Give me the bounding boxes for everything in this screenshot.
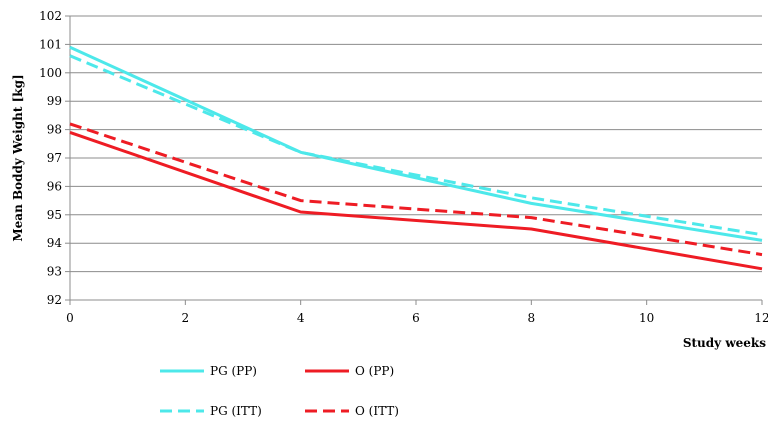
x-axis-title: Study weeks <box>683 336 766 350</box>
y-tick-label: 95 <box>47 208 62 222</box>
y-axis-title: Mean Boddy Weight [kg] <box>11 74 25 241</box>
x-tick-labels: 0 2 4 6 8 10 12 <box>66 311 768 325</box>
y-tick-label: 99 <box>47 94 62 108</box>
legend-label: PG (PP) <box>210 364 257 378</box>
x-tick-label: 12 <box>754 311 768 325</box>
y-tick-label: 100 <box>39 66 62 80</box>
legend-item: PG (PP) <box>160 364 257 378</box>
y-tick-label: 97 <box>47 151 62 165</box>
legend: PG (PP) O (PP) PG (ITT) O (ITT) <box>160 364 399 418</box>
y-tick-labels: 92 93 94 95 96 97 98 99 100 101 102 <box>39 9 62 307</box>
legend-item: O (ITT) <box>305 404 399 418</box>
x-tick-label: 4 <box>297 311 305 325</box>
axes <box>65 15 763 305</box>
y-tick-label: 92 <box>47 293 62 307</box>
series-line-pg-pp <box>69 45 763 242</box>
y-tick-label: 93 <box>47 265 62 279</box>
y-tick-label: 94 <box>47 236 63 250</box>
y-tick-label: 98 <box>47 123 62 137</box>
x-tick-label: 0 <box>66 311 74 325</box>
y-tick-label: 96 <box>47 179 62 193</box>
x-tick-label: 8 <box>528 311 536 325</box>
legend-label: O (PP) <box>355 364 394 378</box>
y-tick-label: 102 <box>39 9 62 23</box>
y-tick-label: 101 <box>39 37 62 51</box>
x-tick-label: 6 <box>412 311 420 325</box>
gridlines <box>70 15 762 301</box>
x-tick-label: 2 <box>182 311 190 325</box>
legend-item: PG (ITT) <box>160 404 262 418</box>
series-line-pg-itt <box>69 54 763 237</box>
legend-label: PG (ITT) <box>210 404 262 418</box>
legend-item: O (PP) <box>305 364 394 378</box>
series-line-o-itt <box>69 122 763 257</box>
series-line-o-pp <box>69 130 763 271</box>
legend-label: O (ITT) <box>355 404 399 418</box>
x-tick-label: 10 <box>639 311 654 325</box>
series-lines <box>69 45 763 271</box>
